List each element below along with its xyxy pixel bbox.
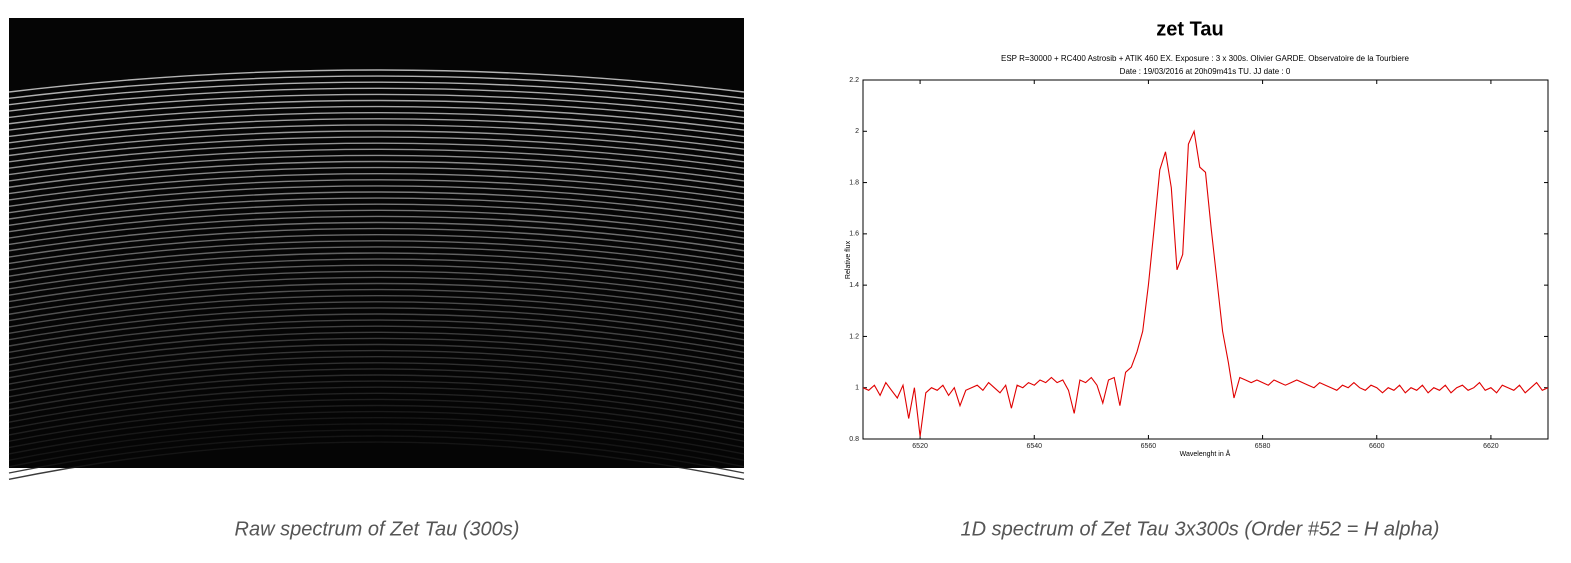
order-trace xyxy=(8,368,745,404)
y-axis-label: Relative flux xyxy=(845,240,852,279)
x-tick-label: 6600 xyxy=(1369,443,1385,450)
y-tick-label: 0.8 xyxy=(849,436,859,443)
order-trace xyxy=(8,191,745,220)
order-trace xyxy=(8,349,745,385)
order-trace xyxy=(8,288,745,322)
y-tick-label: 1.6 xyxy=(849,231,859,238)
order-trace xyxy=(8,203,745,233)
y-tick-label: 2.2 xyxy=(849,77,859,84)
order-trace xyxy=(8,81,745,106)
plot-frame xyxy=(862,79,1549,440)
order-trace xyxy=(8,99,745,125)
order-trace xyxy=(8,118,745,144)
order-trace xyxy=(8,234,745,265)
order-trace xyxy=(8,386,745,423)
y-tick-label: 2 xyxy=(855,128,859,135)
x-tick-label: 6580 xyxy=(1255,443,1271,450)
chart-title: zet Tau xyxy=(1156,18,1223,40)
y-tick-label: 1 xyxy=(855,385,859,392)
order-trace xyxy=(8,319,745,354)
caption: 1D spectrum of Zet Tau 3x300s (Order #52… xyxy=(961,518,1440,540)
order-trace xyxy=(8,270,745,303)
order-trace xyxy=(8,307,745,341)
order-trace xyxy=(8,356,745,392)
order-trace xyxy=(8,130,745,157)
order-trace xyxy=(8,215,745,246)
order-trace xyxy=(8,417,745,455)
order-trace xyxy=(8,69,745,93)
order-trace xyxy=(8,252,745,284)
order-trace xyxy=(8,136,745,163)
order-trace xyxy=(8,337,745,373)
order-trace xyxy=(8,166,745,195)
y-tick-label: 1.2 xyxy=(849,333,859,340)
order-trace xyxy=(8,173,745,201)
order-trace xyxy=(8,93,745,119)
caption: Raw spectrum of Zet Tau (300s) xyxy=(235,518,520,540)
order-trace xyxy=(8,142,745,169)
order-trace xyxy=(8,264,745,296)
order-trace xyxy=(8,154,745,182)
order-trace xyxy=(8,325,745,360)
order-trace xyxy=(8,185,745,214)
order-trace xyxy=(8,301,745,334)
x-axis-label: Wavelenght in Å xyxy=(1180,449,1231,458)
order-trace xyxy=(8,410,745,449)
order-trace xyxy=(8,240,745,271)
order-trace xyxy=(8,429,745,468)
order-trace xyxy=(8,392,745,430)
chart-subtitle: Date : 19/03/2016 at 20h09m41s TU. JJ da… xyxy=(1120,67,1291,76)
order-trace xyxy=(8,398,745,436)
order-trace xyxy=(8,160,745,188)
order-trace xyxy=(8,258,745,290)
x-tick-label: 6520 xyxy=(912,443,928,450)
order-trace xyxy=(8,105,745,131)
y-tick-label: 1.8 xyxy=(849,179,859,186)
x-tick-label: 6620 xyxy=(1483,443,1499,450)
order-trace xyxy=(8,87,745,112)
echelle-orders xyxy=(8,69,745,481)
order-trace xyxy=(8,380,745,417)
order-trace xyxy=(8,221,745,252)
order-trace xyxy=(8,313,745,347)
order-trace xyxy=(8,179,745,207)
order-trace xyxy=(8,435,745,474)
spectrum-line xyxy=(862,129,1549,437)
order-trace xyxy=(8,75,745,100)
order-trace xyxy=(8,276,745,309)
order-trace xyxy=(8,404,745,442)
order-trace xyxy=(8,423,745,461)
order-trace xyxy=(8,374,745,411)
x-tick-label: 6560 xyxy=(1141,443,1157,450)
order-trace xyxy=(8,197,745,227)
order-trace xyxy=(8,209,745,239)
x-tick-label: 6540 xyxy=(1026,443,1042,450)
order-trace xyxy=(8,331,745,366)
chart-subtitle: ESP R=30000 + RC400 Astrosib + ATIK 460 … xyxy=(1001,54,1410,63)
order-trace xyxy=(8,343,745,379)
order-trace xyxy=(8,112,745,138)
order-trace xyxy=(8,124,745,150)
order-trace xyxy=(8,227,745,258)
order-trace xyxy=(8,441,745,481)
y-tick-label: 1.4 xyxy=(849,282,859,289)
order-trace xyxy=(8,148,745,176)
order-trace xyxy=(8,246,745,277)
order-trace xyxy=(8,282,745,315)
order-trace xyxy=(8,362,745,398)
order-trace xyxy=(8,295,745,328)
